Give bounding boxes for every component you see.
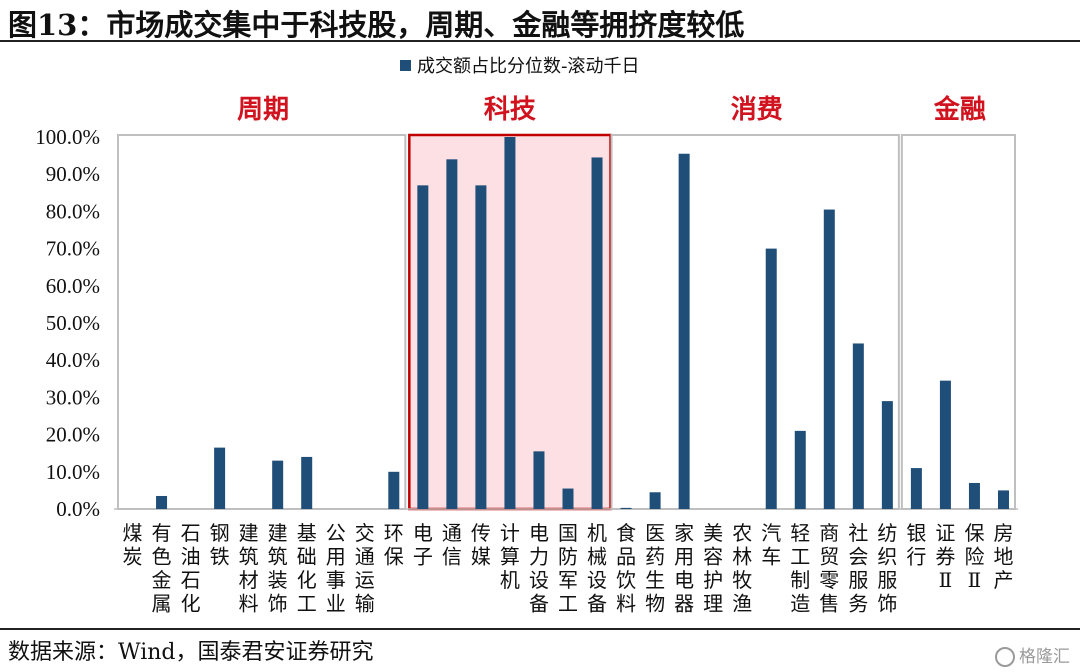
x-tick-label: 机械设备	[587, 521, 607, 616]
bar	[939, 380, 951, 509]
x-tick-label: 计算机	[500, 521, 520, 592]
bar	[591, 157, 603, 509]
bar	[504, 137, 516, 509]
y-tick-label: 10.0%	[46, 460, 100, 484]
x-tick-label: 电力设备	[529, 521, 549, 616]
group-box	[900, 134, 1017, 510]
x-tick-label: 纺织服饰	[877, 521, 897, 616]
x-tick-label: 通信	[442, 521, 462, 569]
group-label: 周期	[237, 95, 289, 125]
x-tick-label: 基础化工	[297, 521, 317, 616]
x-tick-label: 医药生物	[645, 521, 665, 616]
bar	[910, 468, 922, 509]
x-tick-label: 电子	[413, 521, 433, 569]
bar	[852, 343, 864, 509]
chart-title: 图13：市场成交集中于科技股，周期、金融等拥挤度较低	[8, 8, 745, 42]
footer-divider	[0, 628, 1080, 630]
x-tick-label: 保险 Ⅱ	[964, 521, 984, 592]
x-tick-label: 证券 Ⅱ	[935, 521, 955, 592]
x-tick-label: 汽车	[761, 521, 781, 569]
x-tick-label: 国防军工	[558, 521, 578, 616]
bar	[156, 495, 168, 509]
bar	[823, 209, 835, 510]
bar	[620, 507, 632, 509]
y-tick-label: 90.0%	[46, 162, 100, 186]
legend-swatch	[400, 60, 411, 71]
x-tick-label: 公用事业	[326, 521, 346, 616]
y-tick-label: 80.0%	[46, 199, 100, 223]
bar	[881, 401, 893, 509]
x-tick-label: 社会服务	[848, 521, 868, 616]
x-tick-label: 交通运输	[355, 521, 375, 616]
bar-chart: 周期 科技 消费 金融 0.0% 10.0% 20.0% 30.0% 40.0% 50.0% 60.…	[35, 56, 1018, 616]
title-divider	[0, 40, 1080, 42]
bar	[649, 492, 661, 509]
x-tick-label: 轻工制造	[790, 521, 810, 616]
legend-label: 成交额占比分位数-滚动千日	[417, 56, 640, 77]
bar	[533, 451, 545, 509]
y-tick-label: 60.0%	[46, 274, 100, 298]
watermark-logo-icon	[995, 647, 1015, 667]
y-tick-label: 0.0%	[56, 497, 100, 521]
y-tick-label: 70.0%	[46, 237, 100, 261]
x-tick-label: 房地产	[993, 521, 1013, 592]
x-tick-label: 家用电器	[674, 521, 694, 616]
y-tick-label: 50.0%	[46, 311, 100, 335]
x-tick-label: 建筑装饰	[268, 521, 288, 616]
x-tick-label: 建筑材料	[239, 521, 259, 616]
watermark-text: 格隆汇	[1019, 647, 1070, 667]
group-box	[117, 134, 407, 510]
bar	[968, 482, 980, 509]
x-tick-label: 农林牧渔	[732, 521, 752, 616]
x-tick-label: 有色金属	[152, 521, 172, 616]
source-note: 数据来源：Wind，国泰君安证券研究	[8, 640, 374, 665]
x-tick-label: 石油石化	[181, 521, 201, 616]
bar	[214, 447, 226, 509]
bar	[272, 460, 284, 509]
bar	[475, 185, 487, 510]
x-tick-label: 银行	[906, 521, 926, 569]
y-tick-label: 20.0%	[46, 423, 100, 447]
x-tick-label: 钢铁	[210, 521, 230, 569]
bar	[765, 248, 777, 509]
bar	[562, 488, 574, 509]
y-tick-label: 100.0%	[35, 125, 100, 149]
bar	[678, 153, 690, 510]
x-tick-label: 商贸零售	[819, 521, 839, 616]
y-tick-label: 40.0%	[46, 348, 100, 372]
x-tick-label: 环保	[384, 521, 404, 569]
x-tick-label: 美容护理	[703, 521, 723, 616]
x-tick-label: 煤炭	[123, 521, 143, 569]
bar	[301, 456, 313, 509]
x-tick-label: 传媒	[471, 521, 491, 569]
bar	[997, 490, 1009, 509]
group-label: 金融	[933, 94, 986, 125]
y-tick-label: 30.0%	[46, 385, 100, 409]
x-tick-label: 食品饮料	[616, 521, 636, 616]
bar	[417, 185, 429, 510]
bar	[388, 471, 400, 509]
bar	[446, 159, 458, 509]
watermark: 格隆汇	[995, 642, 1070, 667]
group-label: 消费	[731, 95, 783, 125]
group-label: 科技	[484, 95, 536, 125]
bar	[794, 430, 806, 509]
